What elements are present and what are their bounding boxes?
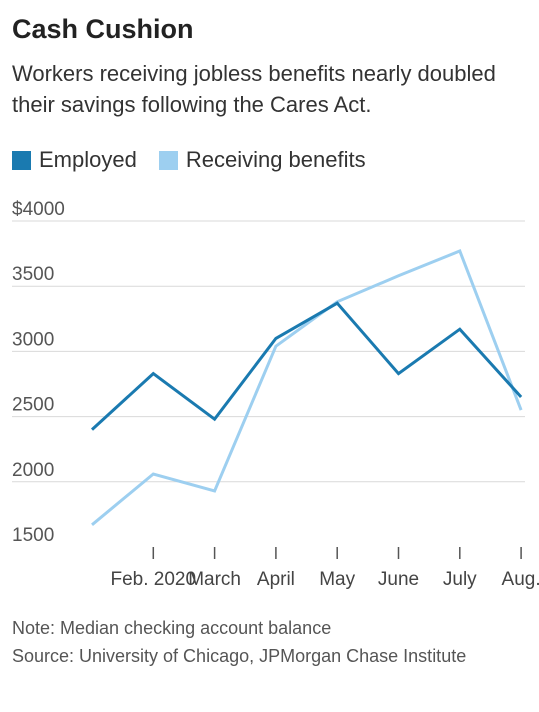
y-tick-label-3000: 3000 xyxy=(12,329,54,350)
x-tick-label-7: Aug. xyxy=(502,569,539,590)
chart-title: Cash Cushion xyxy=(12,14,194,44)
y-tick-label-2000: 2000 xyxy=(12,460,54,481)
y-tick-label-4000: $4000 xyxy=(12,199,65,220)
legend-label-employed: Employed xyxy=(39,147,137,172)
chart-subtitle: Workers receiving jobless benefits nearl… xyxy=(12,61,496,117)
x-tick-label-3: April xyxy=(257,569,295,590)
x-tick-label-1: Feb. 2020 xyxy=(111,569,197,590)
legend-item-receiving-benefits: Receiving benefits xyxy=(158,147,366,173)
x-tick-label-2: March xyxy=(188,569,241,590)
chart-footer: Note: Median checking account balance So… xyxy=(12,614,532,670)
chart-source: Source: University of Chicago, JPMorgan … xyxy=(12,646,467,666)
legend: Employed Receiving benefits xyxy=(12,146,388,174)
legend-label-receiving-benefits: Receiving benefits xyxy=(185,147,366,172)
y-tick-label-2500: 2500 xyxy=(12,395,54,416)
chart-note: Note: Median checking account balance xyxy=(12,618,332,638)
x-tick-label-4: May xyxy=(319,569,355,590)
legend-swatch-employed xyxy=(12,150,31,170)
series-line-receiving-benefits xyxy=(91,249,523,526)
series-line-employed xyxy=(90,301,523,431)
legend-item-employed: Employed xyxy=(12,147,137,173)
x-tick-label-6: July xyxy=(443,569,477,590)
y-tick-label-1500: 1500 xyxy=(12,525,54,546)
legend-swatch-receiving-benefits xyxy=(158,150,178,170)
y-tick-label-3500: 3500 xyxy=(12,264,54,285)
x-tick-label-5: June xyxy=(378,569,419,590)
